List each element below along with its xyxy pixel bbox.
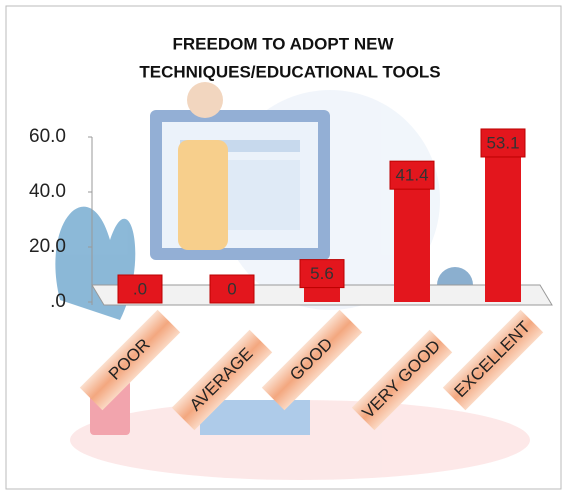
chart-title: TECHNIQUES/EDUCATIONAL TOOLS <box>139 62 440 81</box>
value-label: .0 <box>133 279 147 298</box>
x-tick-box <box>351 329 453 431</box>
value-label-box <box>480 128 526 158</box>
y-tick-label: 60.0 <box>29 126 66 147</box>
bar <box>394 188 430 302</box>
chart-title: FREEDOM TO ADOPT NEW <box>173 34 395 53</box>
value-label-box <box>299 259 345 289</box>
y-tick-label: .0 <box>50 291 66 312</box>
value-label-box <box>389 160 435 190</box>
value-label: 53.1 <box>486 133 519 152</box>
value-label-box <box>209 274 255 304</box>
x-tick-box <box>79 309 181 411</box>
x-tick-box <box>442 309 544 411</box>
bar <box>485 155 521 302</box>
y-tick-label: 20.0 <box>29 236 66 257</box>
x-tick-group: POOR <box>79 309 181 411</box>
value-label: 41.4 <box>395 166 428 185</box>
bar <box>304 286 340 302</box>
x-tick-box <box>261 309 363 411</box>
value-label: 0 <box>227 279 236 298</box>
x-tick-box <box>171 329 273 431</box>
value-label: 5.6 <box>310 264 334 283</box>
value-label-box <box>117 274 163 304</box>
y-tick-label: 40.0 <box>29 181 66 202</box>
